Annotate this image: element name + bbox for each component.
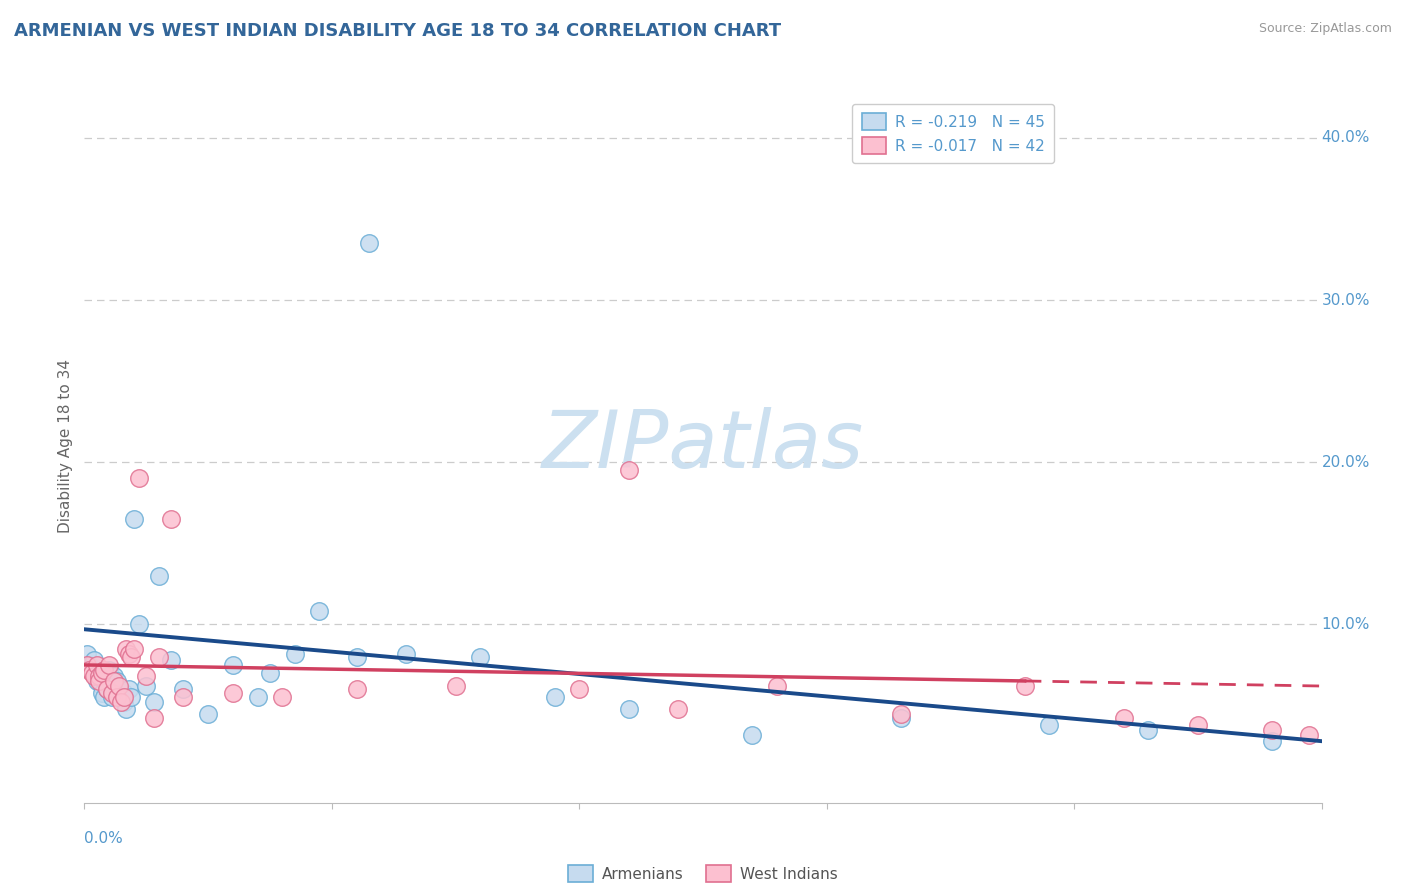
Legend: Armenians, West Indians: Armenians, West Indians [562, 859, 844, 888]
Point [110, 690, 132, 705]
Point [1112, 711, 1135, 725]
Point [89, 669, 111, 683]
Point [142, 711, 165, 725]
Text: Source: ZipAtlas.com: Source: ZipAtlas.com [1258, 22, 1392, 36]
Point [110, 695, 132, 709]
Point [346, 649, 368, 664]
Text: ZIP​atlas: ZIP​atlas [541, 407, 865, 485]
Point [160, 512, 183, 526]
Point [666, 702, 689, 716]
Point [135, 669, 157, 683]
Point [890, 711, 912, 725]
Text: 30.0%: 30.0% [1322, 293, 1369, 308]
Point [395, 647, 418, 661]
Point [444, 679, 467, 693]
Point [543, 690, 565, 705]
Y-axis label: Disability Age 18 to 34: Disability Age 18 to 34 [58, 359, 73, 533]
Point [135, 679, 157, 693]
Point [357, 236, 380, 251]
Point [1298, 728, 1320, 742]
Point [90, 679, 112, 693]
Point [1187, 718, 1209, 732]
Point [108, 682, 131, 697]
Point [103, 674, 125, 689]
Text: 20.0%: 20.0% [1322, 455, 1369, 470]
Point [568, 682, 591, 697]
Point [346, 682, 368, 697]
Point [128, 617, 150, 632]
Point [1261, 723, 1284, 737]
Point [93, 690, 115, 705]
Point [617, 702, 640, 716]
Point [118, 682, 141, 697]
Point [148, 649, 170, 664]
Point [80, 663, 103, 677]
Point [1137, 723, 1160, 737]
Point [741, 728, 763, 742]
Point [83, 669, 105, 683]
Point [222, 657, 245, 672]
Point [246, 690, 269, 705]
Point [308, 604, 330, 618]
Point [103, 669, 125, 683]
Point [259, 666, 281, 681]
Point [79, 663, 101, 677]
Point [172, 682, 194, 697]
Point [79, 657, 101, 672]
Point [96, 682, 118, 697]
Point [122, 512, 145, 526]
Point [89, 674, 111, 689]
Point [112, 695, 135, 709]
Point [83, 653, 105, 667]
Point [128, 471, 150, 485]
Point [890, 706, 912, 721]
Point [112, 690, 135, 705]
Point [160, 653, 183, 667]
Text: 0.0%: 0.0% [84, 831, 124, 847]
Point [86, 674, 108, 689]
Text: 10.0%: 10.0% [1322, 617, 1369, 632]
Point [271, 690, 294, 705]
Point [766, 679, 789, 693]
Point [120, 649, 142, 664]
Point [115, 641, 138, 656]
Point [76, 647, 98, 661]
Point [76, 657, 98, 672]
Point [1014, 679, 1036, 693]
Point [100, 690, 122, 705]
Point [118, 647, 141, 661]
Point [142, 695, 165, 709]
Text: ARMENIAN VS WEST INDIAN DISABILITY AGE 18 TO 34 CORRELATION CHART: ARMENIAN VS WEST INDIAN DISABILITY AGE 1… [14, 22, 782, 40]
Point [96, 682, 118, 697]
Point [100, 685, 122, 699]
Point [470, 649, 492, 664]
Point [122, 641, 145, 656]
Point [105, 690, 128, 705]
Point [86, 657, 108, 672]
Point [90, 666, 112, 681]
Point [172, 690, 194, 705]
Point [98, 663, 121, 677]
Text: 40.0%: 40.0% [1322, 130, 1369, 145]
Point [197, 706, 219, 721]
Point [93, 663, 115, 677]
Point [90, 685, 112, 699]
Point [108, 679, 131, 693]
Point [105, 674, 128, 689]
Point [284, 647, 307, 661]
Point [1038, 718, 1060, 732]
Point [1261, 734, 1284, 748]
Point [89, 669, 111, 683]
Point [148, 568, 170, 582]
Point [617, 463, 640, 477]
Point [120, 690, 142, 705]
Point [112, 685, 135, 699]
Point [115, 702, 138, 716]
Point [222, 685, 245, 699]
Point [86, 666, 108, 681]
Point [98, 657, 121, 672]
Point [80, 666, 103, 681]
